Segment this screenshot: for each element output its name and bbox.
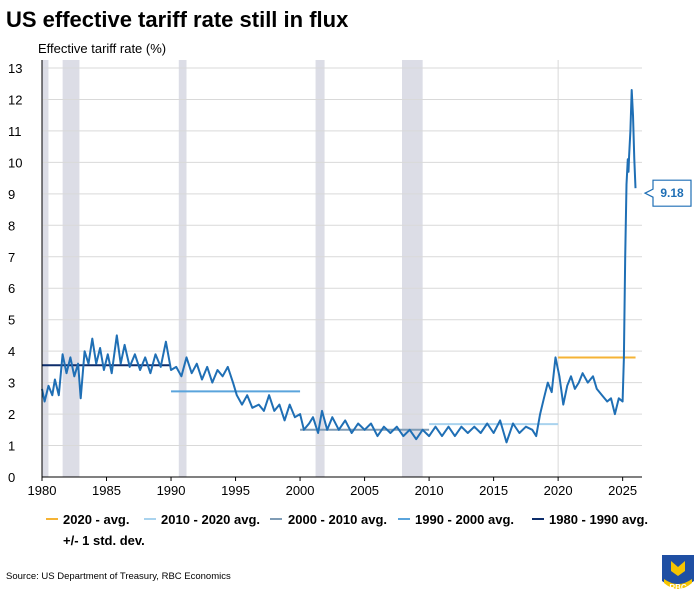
callout-box [643, 179, 692, 207]
x-tick-label-1980: 1980 [28, 483, 57, 498]
recession-band-4 [402, 60, 423, 477]
y-tick-label-8: 8 [8, 218, 15, 233]
source-note: Source: US Department of Treasury, RBC E… [6, 571, 231, 582]
y-tick-label-11: 11 [8, 124, 22, 139]
y-tick-label-12: 12 [8, 92, 22, 107]
legend-label-2020-avg: 2020 - avg. [63, 512, 130, 527]
y-tick-label-13: 13 [8, 61, 22, 76]
legend-label-1990-2000-avg: 1990 - 2000 avg. [415, 512, 514, 527]
y-tick-label-5: 5 [8, 313, 15, 328]
x-tick-label-2015: 2015 [479, 483, 508, 498]
recession-band-0 [42, 60, 49, 477]
x-tick-label-1995: 1995 [221, 483, 250, 498]
recession-band-3 [315, 60, 325, 477]
x-tick-labels: 1980 1985 1990 1995 2000 2005 2010 2015 2020 2025 [28, 477, 637, 498]
legend-label-2010-2020-avg: 2010 - 2020 avg. [161, 512, 260, 527]
series-line-0 [41, 89, 637, 444]
rbc-shield-band-icon [664, 579, 692, 589]
x-tick-label-2020: 2020 [544, 483, 573, 498]
rbc-lion-icon [671, 561, 685, 576]
legend-label-std-dev: +/- 1 std. dev. [63, 533, 145, 548]
series-lines [41, 89, 637, 444]
gridlines [42, 60, 642, 477]
last-value-callout: 9.18 [643, 179, 692, 207]
y-tick-label-4: 4 [8, 344, 15, 359]
legend-label-1980-1990-avg: 1980 - 1990 avg. [549, 512, 648, 527]
axes [41, 60, 642, 478]
y-tick-label-10: 10 [8, 155, 22, 170]
average-lines [42, 356, 636, 431]
rbc-logo: RBC [662, 555, 694, 592]
chart-title: US effective tariff rate still in flux [6, 7, 349, 32]
x-tick-label-2005: 2005 [350, 483, 379, 498]
callout-label: 9.18 [660, 186, 684, 200]
y-tick-label-6: 6 [8, 281, 15, 296]
y-axis-label: Effective tariff rate (%) [38, 41, 166, 56]
x-tick-label-2000: 2000 [286, 483, 315, 498]
x-tick-label-2010: 2010 [415, 483, 444, 498]
legend: 2020 - avg. 2010 - 2020 avg. 2000 - 2010… [46, 512, 648, 548]
recession-band-2 [178, 60, 187, 477]
x-tick-label-1990: 1990 [157, 483, 186, 498]
y-tick-label-2: 2 [8, 407, 15, 422]
rbc-logo-text: RBC [669, 583, 687, 592]
legend-label-2000-2010-avg: 2000 - 2010 avg. [288, 512, 387, 527]
y-tick-label-0: 0 [8, 470, 15, 485]
y-tick-label-7: 7 [8, 250, 15, 265]
x-tick-label-1985: 1985 [92, 483, 121, 498]
x-tick-label-2025: 2025 [608, 483, 637, 498]
y-tick-label-9: 9 [8, 187, 15, 202]
y-tick-label-3: 3 [8, 376, 15, 391]
y-tick-label-1: 1 [8, 439, 15, 454]
